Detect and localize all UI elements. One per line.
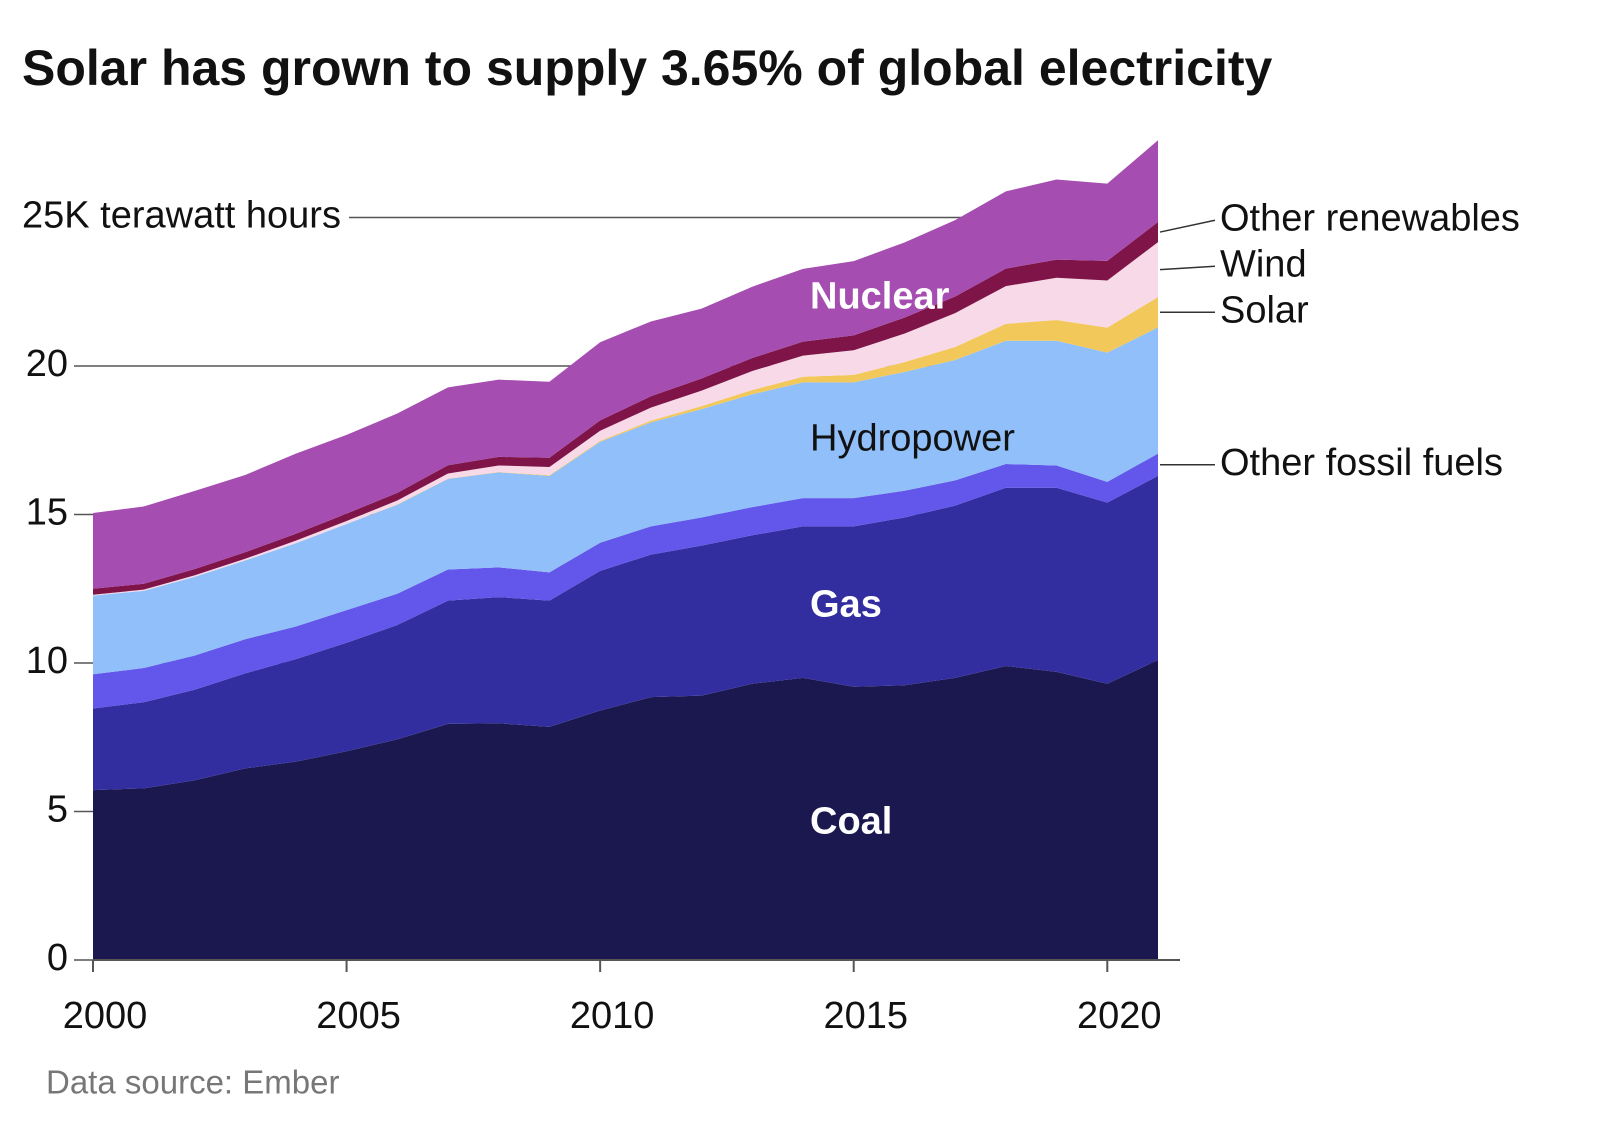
series-label: Gas [810, 584, 882, 626]
series-label: Other fossil fuels [1220, 442, 1503, 484]
series-label: Nuclear [810, 275, 950, 317]
leader-line [1159, 219, 1216, 233]
x-tick-label: 2005 [316, 995, 401, 1037]
y-tick-label: 0 [47, 937, 68, 979]
y-tick-label: 10 [26, 640, 68, 682]
series-label: Hydropower [810, 417, 1015, 459]
area [93, 140, 1158, 589]
x-tick-label: 2010 [570, 995, 655, 1037]
x-tick-label: 2000 [63, 995, 148, 1037]
series-label: Other renewables [1220, 197, 1520, 239]
y-tick-label: 15 [26, 492, 68, 534]
series-label: Wind [1220, 243, 1307, 285]
source-note: Data source: Ember [46, 1064, 339, 1101]
area [93, 297, 1158, 596]
leader-line [1159, 265, 1216, 271]
series-label: Solar [1220, 289, 1309, 331]
y-tick-label: 5 [47, 789, 68, 831]
area [93, 453, 1158, 709]
y-tick-label: 20 [26, 343, 68, 385]
x-tick-label: 2020 [1077, 995, 1162, 1037]
y-tick-label: 25K terawatt hours [22, 195, 341, 237]
area [93, 660, 1158, 960]
area [93, 475, 1158, 791]
series-label: Coal [810, 800, 892, 842]
area [93, 327, 1158, 675]
x-tick-label: 2015 [823, 995, 908, 1037]
chart-title: Solar has grown to supply 3.65% of globa… [22, 40, 1272, 96]
